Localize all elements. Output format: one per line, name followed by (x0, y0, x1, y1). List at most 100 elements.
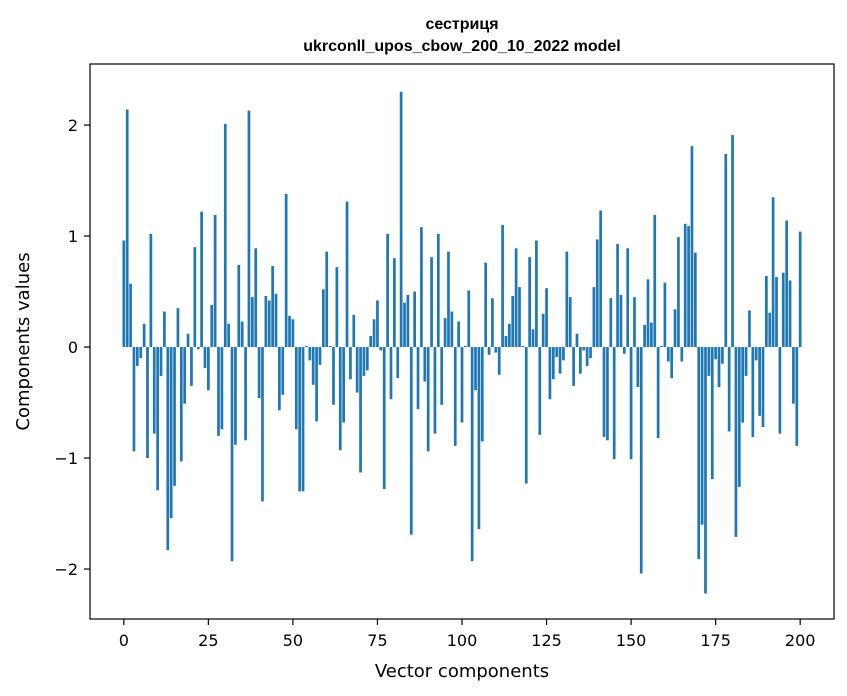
bar-108 (487, 347, 491, 355)
bar-30 (223, 123, 227, 348)
bar-22 (196, 347, 200, 350)
bar-42 (264, 295, 268, 348)
bar-148 (622, 347, 626, 354)
bar-98 (453, 347, 457, 446)
bar-169 (693, 252, 697, 348)
bar-57 (315, 347, 318, 422)
bar-47 (281, 347, 285, 395)
bar-6 (142, 323, 146, 348)
bar-162 (670, 347, 674, 379)
bar-128 (555, 347, 559, 358)
bar-12 (163, 311, 166, 348)
bar-100 (460, 347, 464, 423)
bar-143 (606, 347, 609, 441)
bar-160 (663, 282, 667, 348)
bar-80 (393, 258, 396, 348)
bar-182 (737, 347, 741, 487)
bar-123 (538, 347, 542, 435)
bar-31 (227, 323, 231, 348)
bar-199 (795, 347, 799, 446)
bar-119 (524, 347, 528, 484)
bar-103 (470, 347, 474, 562)
bar-89 (423, 347, 427, 382)
bar-198 (792, 347, 795, 404)
bar-183 (741, 347, 745, 423)
bar-156 (650, 322, 653, 348)
bar-25 (207, 347, 210, 391)
bar-84 (406, 294, 410, 348)
bar-64 (338, 347, 342, 451)
bar-111 (497, 347, 501, 375)
bar-16 (176, 308, 180, 348)
bar-106 (480, 347, 484, 442)
bar-58 (318, 347, 322, 365)
bar-181 (734, 347, 738, 537)
bar-44 (271, 266, 274, 348)
bar-97 (450, 311, 454, 348)
bar-55 (308, 347, 312, 361)
bar-34 (237, 264, 241, 348)
bar-81 (396, 347, 400, 379)
bar-122 (535, 240, 538, 348)
bar-146 (616, 243, 619, 348)
bar-134 (575, 333, 579, 348)
bar-7 (146, 347, 149, 459)
bar-194 (778, 347, 782, 434)
bar-series (122, 91, 802, 594)
bar-27 (213, 214, 217, 348)
bar-26 (210, 304, 214, 348)
bar-142 (602, 347, 606, 437)
bar-35 (240, 321, 244, 348)
bar-137 (585, 347, 589, 366)
bar-88 (420, 227, 423, 348)
bar-70 (359, 347, 362, 473)
bar-188 (758, 347, 761, 416)
bar-37 (247, 110, 251, 348)
bar-161 (666, 347, 670, 362)
bar-59 (321, 289, 325, 348)
bar-20 (190, 347, 193, 386)
bar-29 (220, 347, 224, 430)
bar-102 (467, 290, 471, 348)
bar-66 (345, 201, 349, 348)
x-axis-label: Vector components (375, 661, 549, 682)
x-tick-label: 75 (367, 631, 387, 650)
bar-189 (761, 347, 765, 427)
bar-73 (369, 335, 373, 348)
bar-112 (501, 224, 504, 348)
bar-41 (261, 347, 264, 502)
bar-131 (565, 251, 569, 348)
bar-125 (545, 288, 548, 348)
bar-75 (376, 300, 379, 348)
bar-94 (440, 347, 444, 405)
bar-173 (707, 347, 711, 376)
bar-168 (690, 146, 694, 348)
bar-195 (781, 272, 785, 348)
bar-28 (217, 347, 220, 436)
bar-4 (135, 347, 139, 366)
bar-117 (518, 287, 521, 348)
bar-91 (430, 257, 433, 348)
x-tick-label: 125 (531, 631, 562, 650)
bar-104 (474, 347, 477, 391)
bar-186 (751, 347, 755, 437)
bar-177 (721, 347, 724, 364)
y-tick-label: −1 (54, 449, 78, 468)
bar-200 (798, 231, 802, 348)
y-tick-label: −2 (54, 560, 78, 579)
bar-96 (447, 251, 450, 348)
bar-155 (646, 279, 650, 348)
bar-61 (328, 345, 332, 348)
bar-65 (342, 347, 345, 423)
bar-72 (365, 347, 369, 371)
bar-68 (352, 314, 356, 348)
bar-159 (660, 345, 663, 348)
bar-171 (700, 347, 704, 525)
bar-121 (531, 329, 535, 348)
bar-178 (724, 153, 728, 348)
bar-147 (619, 294, 623, 348)
bar-85 (409, 347, 413, 535)
x-tick-label: 100 (447, 631, 478, 650)
bar-196 (785, 220, 789, 348)
